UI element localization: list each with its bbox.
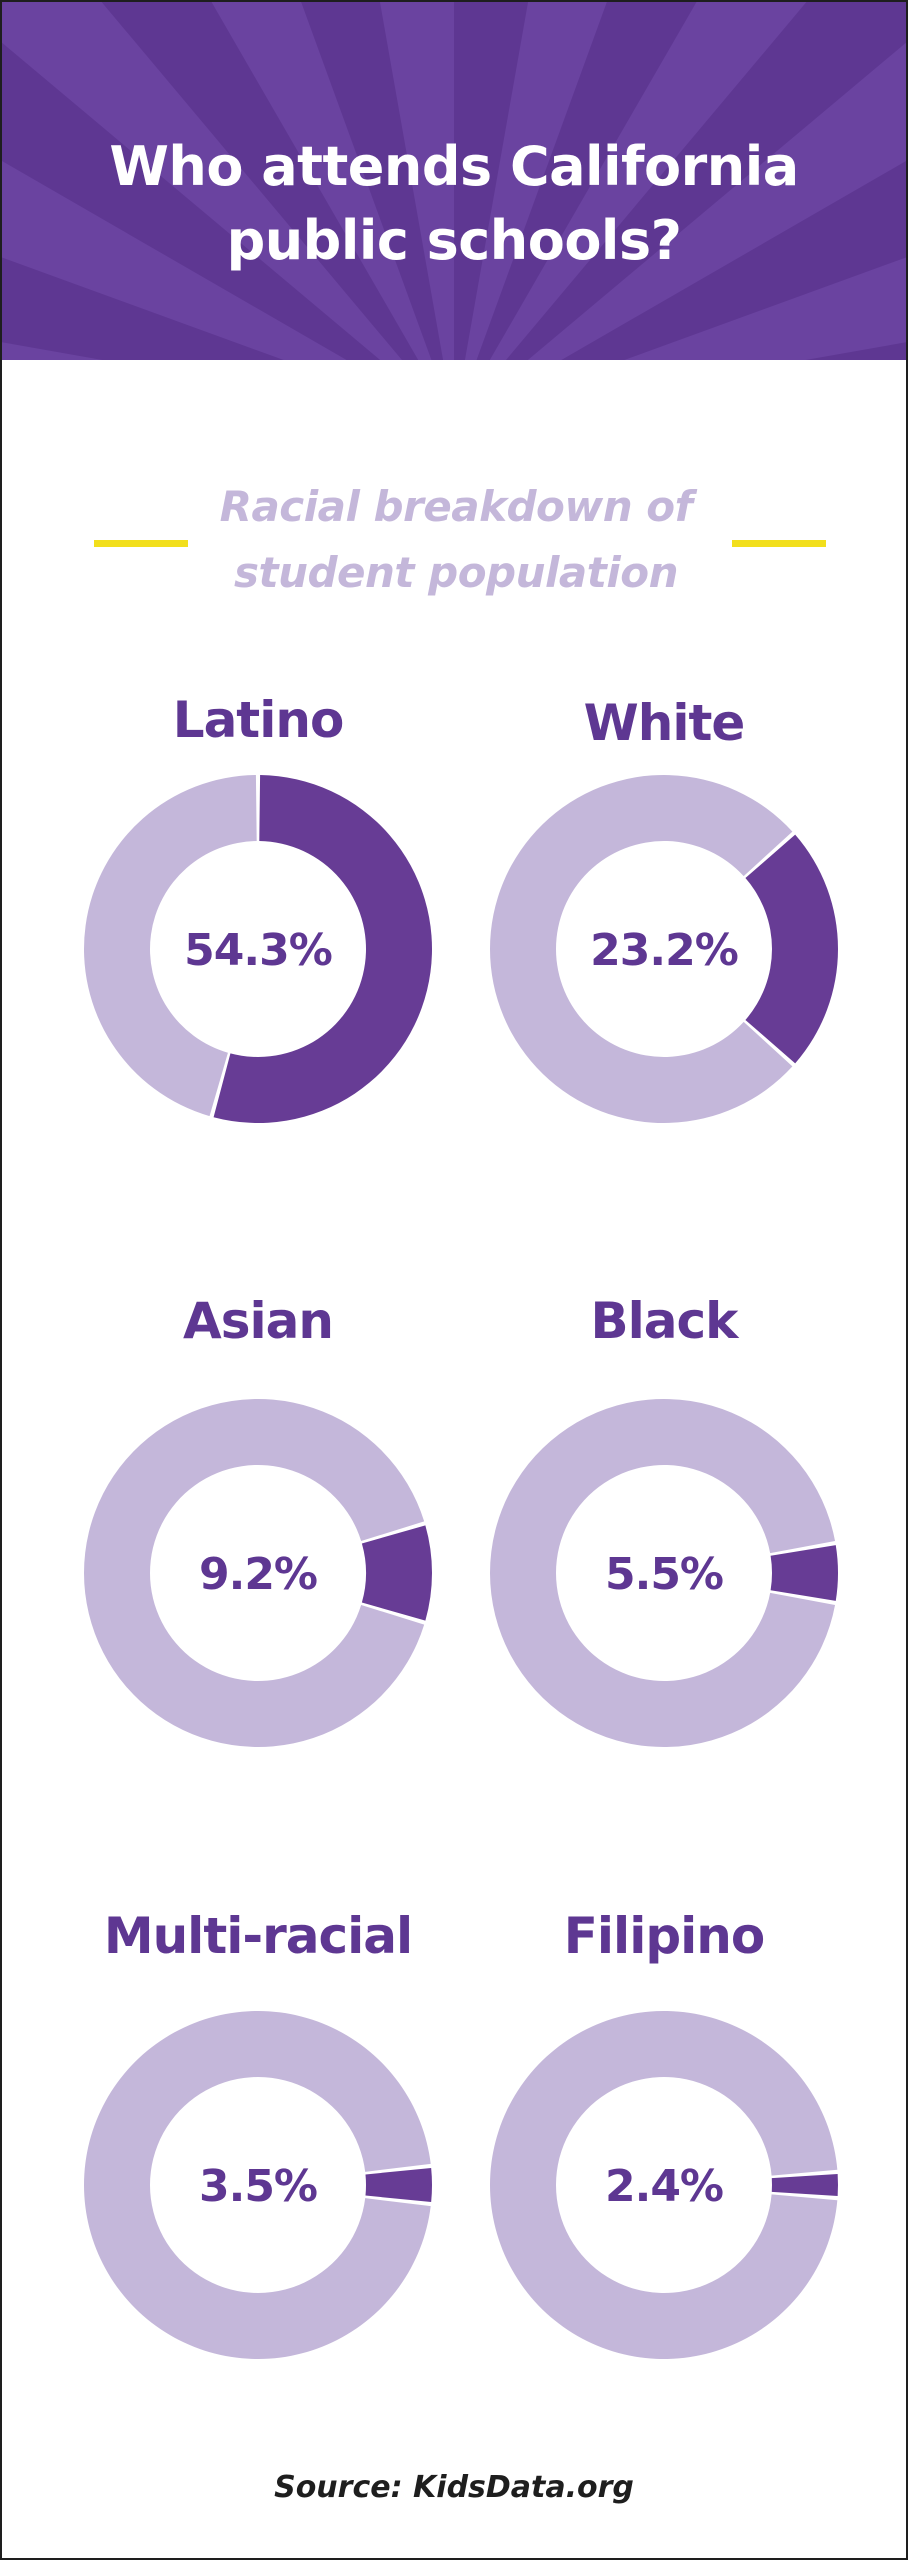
slice-asian	[361, 1525, 432, 1621]
slice-remainder-white	[489, 775, 793, 1123]
title-line-2: public schools?	[226, 209, 682, 272]
chart-title-latino: Latino	[173, 691, 344, 749]
ray-22	[2, 2, 402, 360]
slice-multi-racial	[365, 2167, 432, 2203]
data-label-asian: 9.2%	[199, 1549, 317, 1600]
slice-remainder-asian	[84, 1399, 425, 1747]
data-label-black: 5.5%	[605, 1549, 723, 1600]
chart-title-filipino: Filipino	[564, 1907, 764, 1965]
chart-title-multi-racial: Multi-racial	[104, 1907, 412, 1965]
subtitle-line-1: Racial breakdown of	[219, 482, 693, 531]
data-label-filipino: 2.4%	[605, 2161, 723, 2212]
ray-24	[211, 2, 432, 360]
data-label-latino: 54.3%	[184, 925, 332, 976]
ray-28	[464, 2, 607, 360]
donut-filipino: Filipino 2.4%	[489, 1907, 839, 2359]
donut-asian: Asian 9.2%	[84, 1292, 432, 1747]
accent-rule-right	[732, 540, 826, 547]
donut-multi-racial: Multi-racial 3.5%	[83, 1907, 432, 2359]
data-label-multi-racial: 3.5%	[199, 2161, 317, 2212]
slice-filipino	[771, 2173, 839, 2197]
title-line-1: Who attends California	[109, 135, 799, 198]
slice-latino	[213, 775, 432, 1123]
donut-latino: Latino 54.3%	[84, 691, 432, 1123]
data-label-white: 23.2%	[590, 925, 738, 976]
ray-32	[527, 42, 906, 360]
source-credit: Source: KidsData.org	[274, 2470, 634, 2505]
page-title: Who attends California public schools?	[2, 130, 906, 278]
ray-26	[379, 2, 454, 360]
header-banner: Who attends California public schools?	[2, 2, 906, 360]
accent-rule-left	[94, 540, 188, 547]
ray-30	[489, 2, 807, 360]
chart-title-white: White	[584, 694, 745, 752]
chart-title-black: Black	[591, 1292, 741, 1350]
slice-black	[770, 1545, 838, 1601]
subtitle-line-2: student population	[234, 548, 678, 597]
donut-white: White 23.2%	[489, 694, 838, 1123]
slice-remainder-multi-racial	[83, 2010, 431, 2359]
ray-34	[624, 257, 906, 360]
ray-20	[2, 161, 347, 360]
donut-black: Black 5.5%	[489, 1292, 838, 1748]
chart-title-asian: Asian	[183, 1292, 333, 1350]
ray-18	[2, 342, 103, 360]
slice-remainder-black	[489, 1399, 836, 1748]
slice-remainder-latino	[84, 775, 257, 1117]
slice-remainder-filipino	[489, 2010, 838, 2359]
sunburst-rays	[2, 2, 906, 360]
subtitle: Racial breakdown of student population	[152, 474, 760, 606]
slice-white	[745, 834, 838, 1064]
